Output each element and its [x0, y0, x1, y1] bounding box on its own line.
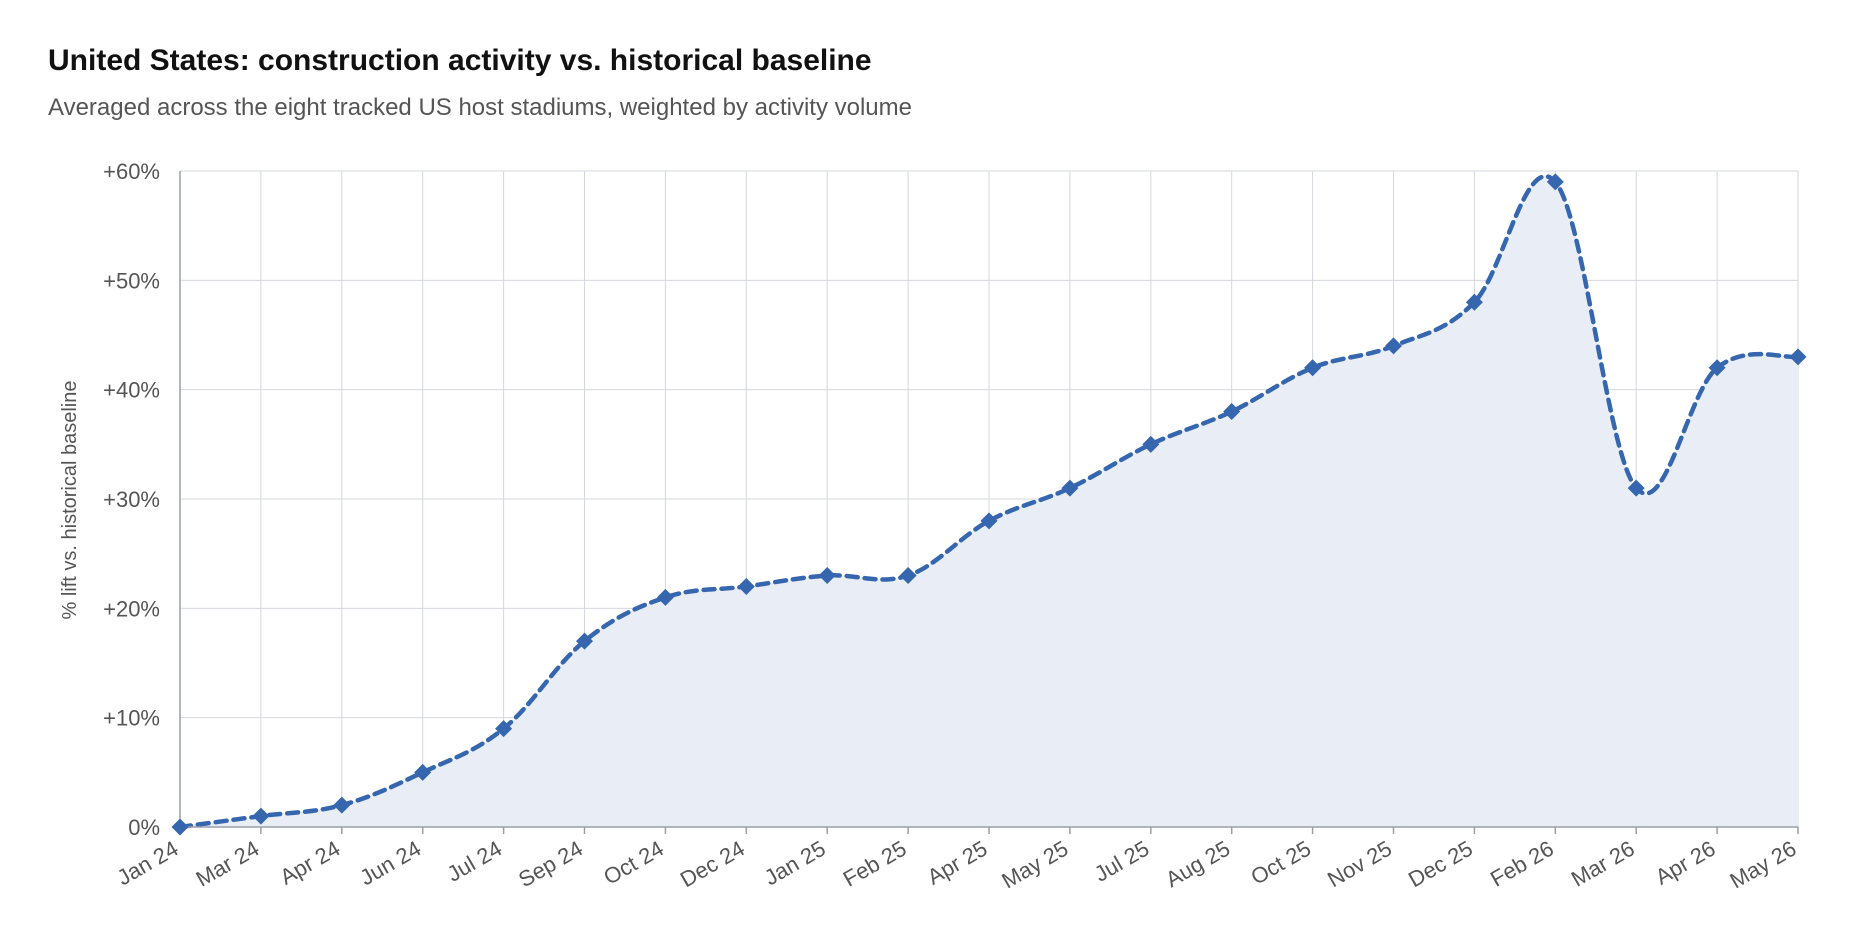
data-point-15 — [1385, 337, 1402, 355]
x-tick-label-3: Jun 24 — [355, 836, 425, 891]
x-tick-label-12: Jul 25 — [1090, 836, 1153, 887]
x-tick-label-5: Sep 24 — [514, 836, 587, 893]
data-point-16 — [1465, 293, 1483, 311]
x-tick-label-19: Apr 26 — [1651, 836, 1720, 890]
x-tick-label-8: Jan 25 — [760, 836, 830, 891]
data-point-3 — [414, 763, 432, 781]
y-axis-title: % lift vs. historical baseline — [59, 381, 81, 620]
data-point-4 — [495, 720, 513, 738]
marker-layer — [171, 173, 1807, 836]
data-point-14 — [1304, 359, 1322, 377]
y-tick-label-3: +30% — [103, 487, 160, 512]
y-tick-label-5: +50% — [103, 268, 160, 293]
data-point-7 — [737, 577, 755, 595]
chart-subtitle: Averaged across the eight tracked US hos… — [48, 94, 912, 121]
x-tick-label-4: Jul 24 — [443, 836, 506, 887]
x-tick-label-7: Dec 24 — [676, 836, 749, 893]
data-point-12 — [1142, 435, 1160, 453]
y-tick-label-2: +20% — [103, 596, 160, 621]
x-tick-label-6: Oct 24 — [599, 836, 668, 890]
x-tick-label-10: Apr 25 — [923, 836, 992, 890]
y-tick-label-6: +60% — [103, 159, 160, 184]
x-tick-label-18: Mar 26 — [1567, 836, 1639, 892]
data-point-13 — [1223, 403, 1241, 421]
data-point-6 — [656, 588, 674, 606]
data-point-10 — [980, 512, 998, 530]
y-tick-label-1: +10% — [103, 706, 160, 731]
x-tick-label-16: Dec 25 — [1404, 836, 1477, 893]
x-tick-label-2: Apr 24 — [276, 836, 345, 890]
data-point-1 — [252, 807, 270, 825]
data-point-8 — [818, 567, 836, 585]
data-point-19 — [1708, 359, 1726, 377]
x-tick-label-14: Oct 25 — [1246, 836, 1315, 890]
y-tick-label-4: +40% — [103, 378, 160, 403]
x-tick-label-1: Mar 24 — [192, 836, 264, 892]
x-tick-label-17: Feb 26 — [1486, 836, 1558, 892]
x-tick-labels: Jan 24 Mar 24 Apr 24 Jun 24 Jul 24 Sep 24 Oct … — [113, 836, 1801, 894]
data-point-20 — [1789, 348, 1807, 366]
area-fill — [180, 176, 1798, 828]
data-point-5 — [576, 632, 593, 650]
x-tick-label-11: May 25 — [997, 836, 1072, 894]
data-point-18 — [1627, 479, 1645, 497]
x-tick-label-9: Feb 25 — [839, 836, 911, 892]
data-point-17 — [1546, 173, 1564, 191]
chart-title: United States: construction activity vs.… — [48, 44, 872, 77]
data-point-11 — [1061, 479, 1079, 497]
x-tick-label-20: May 26 — [1726, 836, 1801, 894]
y-tick-labels: 0% +10% +20% +30% +40% +50% +60% — [103, 159, 160, 840]
series-line — [177, 174, 1801, 830]
data-point-0 — [171, 818, 189, 836]
x-tick-label-15: Nov 25 — [1323, 836, 1396, 893]
x-tick-label-0: Jan 24 — [113, 836, 183, 891]
y-tick-label-0: 0% — [128, 815, 160, 840]
x-tick-label-13: Aug 25 — [1161, 836, 1234, 893]
data-point-2 — [333, 796, 351, 814]
data-point-9 — [899, 567, 917, 585]
